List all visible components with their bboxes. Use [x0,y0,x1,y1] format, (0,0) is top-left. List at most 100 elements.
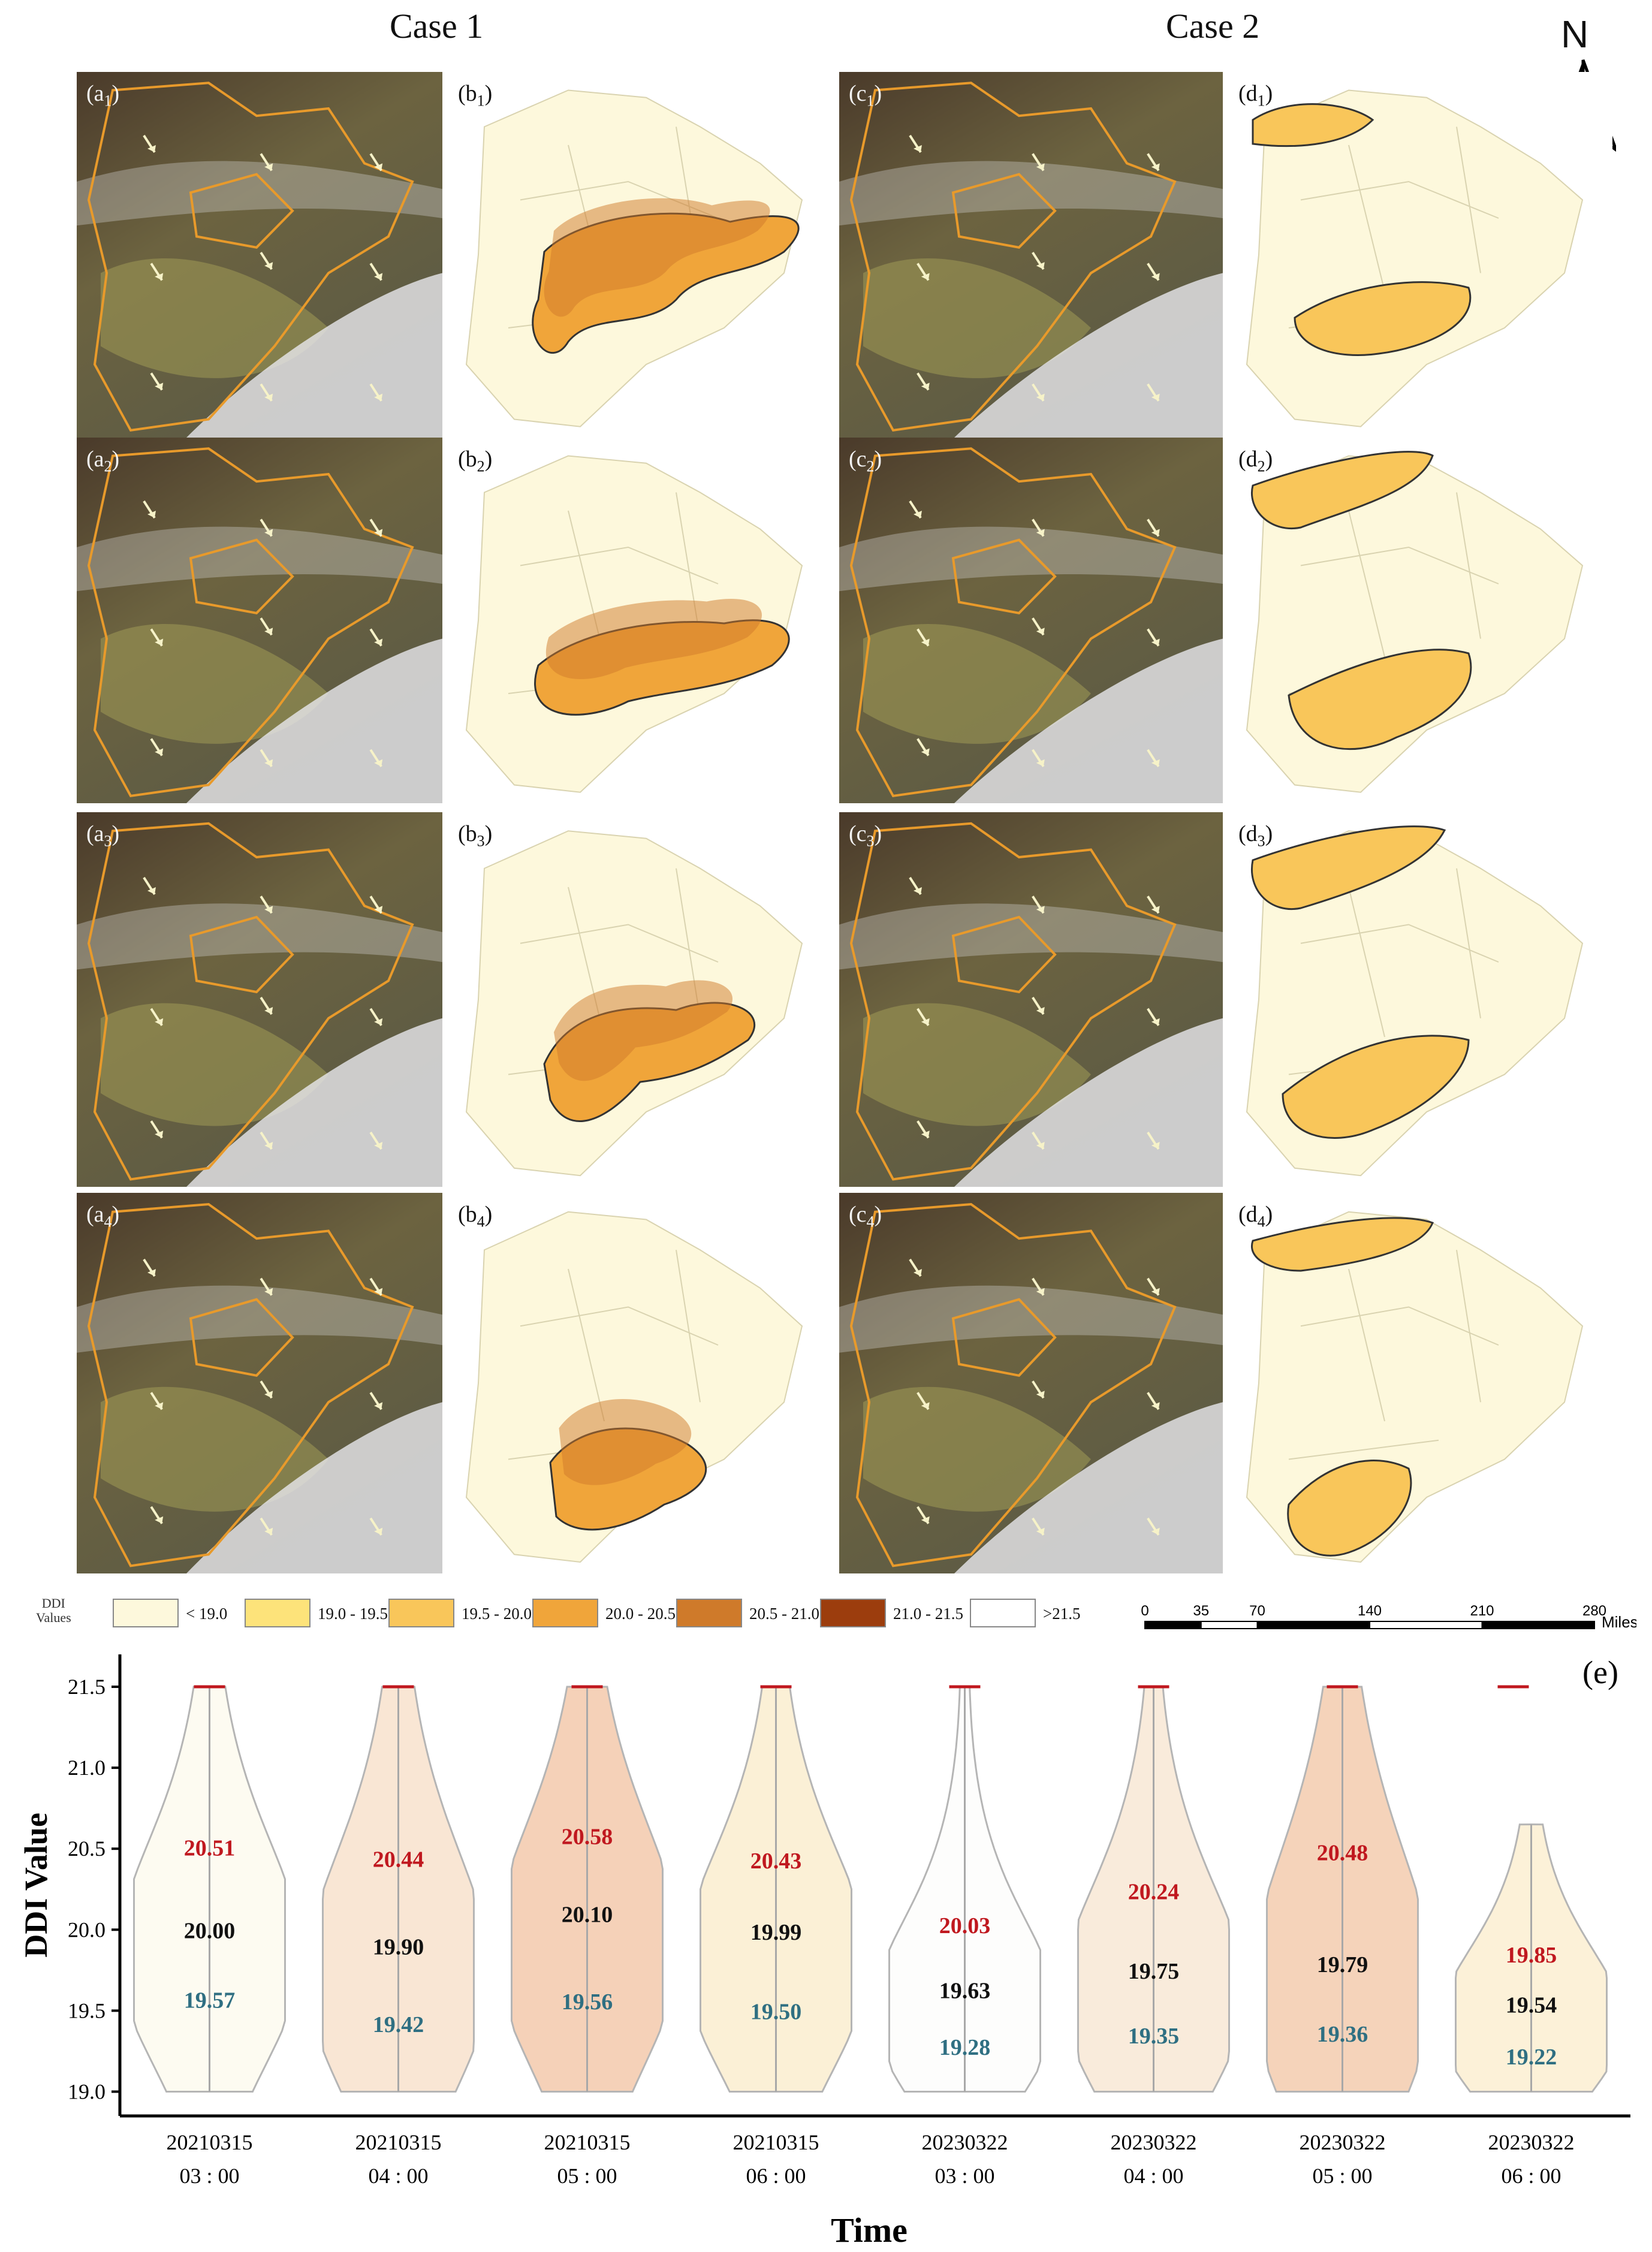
panel-letter: d [1246,447,1258,472]
x-tick-date: 20210315 [167,2130,253,2154]
panel-label-b1: (b1) [458,81,493,110]
scale-tick-label: 280 [1582,1603,1606,1619]
panel-letter: b [465,1202,477,1227]
panel-subscript: 3 [477,832,485,850]
panel-subscript: 1 [866,92,875,110]
panel-letter: a [94,1202,104,1227]
median-label: 20.10 [562,1902,613,1927]
legend-swatch [245,1599,310,1627]
violin-chart: 19.0 19.5 20.0 20.5 21.0 21.5 DDI Value Time (e)… [0,1642,1652,2250]
median-label: 19.90 [373,1934,424,1959]
panel-letter: b [465,447,477,472]
legend-label: 20.5 - 21.0 [749,1605,819,1623]
legend-title-line2: Values [36,1610,71,1625]
median-label: 19.79 [1317,1952,1368,1977]
map-panel-c2: (c2) [839,438,1223,803]
q1-label: 19.50 [750,1999,802,2024]
legend-title-line1: DDI [41,1596,65,1611]
panel-subscript: 2 [477,457,485,475]
panel-subscript: 4 [104,1213,112,1231]
map-panel-b3: (b3) [448,812,820,1187]
median-label: 20.00 [184,1918,236,1943]
legend-swatch [388,1599,454,1627]
y-tick-label: 19.0 [68,2079,105,2103]
panel-label-c3: (c3) [849,821,882,850]
panel-label-a3: (a3) [86,821,120,850]
panel-label-b3: (b3) [458,821,493,850]
q1-label: 19.36 [1317,2022,1368,2047]
panel-label-d1: (d1) [1238,81,1273,110]
map-panel-d4: (d4) [1229,1193,1612,1573]
y-tick-label: 21.0 [68,1756,105,1780]
q3-label: 20.43 [750,1849,802,1874]
scale-tick-label: 35 [1193,1603,1209,1619]
map-panel-d1: (d1) [1229,72,1612,438]
x-tick-date: 20230322 [1488,2130,1575,2154]
panel-letter: c [856,821,867,846]
legend-label: < 19.0 [186,1605,228,1623]
scale-segment [1256,1621,1370,1629]
panel-subscript: 3 [104,832,112,850]
map-panel-c4: (c4) [839,1193,1223,1573]
y-tick-label: 19.5 [68,1998,105,2022]
y-tick-label: 20.5 [68,1837,105,1861]
case1-title: Case 1 [390,7,484,46]
x-tick-date: 20230322 [1111,2130,1197,2154]
panel-letter: c [856,447,867,472]
panel-label-e: (e) [1582,1654,1618,1690]
map-panel-d2: (d2) [1229,438,1612,803]
panel-letter: b [465,81,477,106]
q1-label: 19.42 [373,2012,424,2037]
panel-letter: a [94,821,104,846]
panel-subscript: 2 [104,457,112,475]
scale-tick-label: 140 [1358,1603,1382,1619]
panel-subscript: 2 [1257,457,1265,475]
q1-label: 19.56 [562,1989,613,2015]
map-panel-b2: (b2) [448,438,820,803]
panel-letter: c [856,1202,867,1227]
panel-label-a1: (a1) [86,81,120,110]
q3-label: 20.03 [939,1913,991,1939]
scale-segment [1369,1621,1483,1629]
x-tick-time: 04 : 00 [368,2164,428,2188]
legend-label: 20.0 - 20.5 [605,1605,676,1623]
y-tick-label: 20.0 [68,1918,105,1942]
legend-swatch [820,1599,886,1627]
y-axis-label: DDI Value [18,1813,54,1958]
panel-letter: c [856,81,867,106]
q3-label: 20.44 [373,1847,424,1872]
scale-segment [1481,1621,1595,1629]
map-panel-a4: (a4) [77,1193,442,1573]
legend-label: 19.5 - 20.0 [462,1605,532,1623]
legend-swatch [970,1599,1036,1627]
panel-label-a4: (a4) [86,1202,120,1231]
panel-subscript: 2 [866,457,875,475]
panel-subscript: 3 [1257,832,1265,850]
map-panel-a3: (a3) [77,812,442,1187]
map-panel-b4: (b4) [448,1193,820,1573]
panel-subscript: 1 [104,92,112,110]
median-label: 19.99 [750,1920,802,1945]
panel-label-a2: (a2) [86,447,120,475]
ddi-legend: DDI Values < 19.0 19.0 - 19.5 19.5 - 20.0 2… [0,1591,1652,1639]
q3-label: 20.51 [184,1836,236,1861]
x-tick-time: 05 : 00 [557,2164,617,2188]
scale-tick-label: 210 [1470,1603,1494,1619]
map-panel-d3: (d3) [1229,812,1612,1187]
scale-tick-label: 70 [1249,1603,1265,1619]
map-panel-b1: (b1) [448,72,820,438]
x-tick-date: 20230322 [1300,2130,1386,2154]
median-label: 19.63 [939,1978,991,2003]
panel-label-d3: (d3) [1238,821,1273,850]
q3-label: 20.48 [1317,1841,1368,1866]
panel-label-b4: (b4) [458,1202,493,1231]
q1-label: 19.35 [1128,2024,1180,2049]
x-tick-date: 20210315 [733,2130,819,2154]
legend-swatch [532,1599,598,1627]
panel-subscript: 4 [477,1213,485,1231]
legend-label: >21.5 [1043,1605,1081,1623]
case2-title: Case 2 [1166,7,1260,46]
panel-subscript: 4 [1257,1213,1265,1231]
panel-subscript: 1 [1257,92,1265,110]
x-tick-date: 20230322 [922,2130,1008,2154]
